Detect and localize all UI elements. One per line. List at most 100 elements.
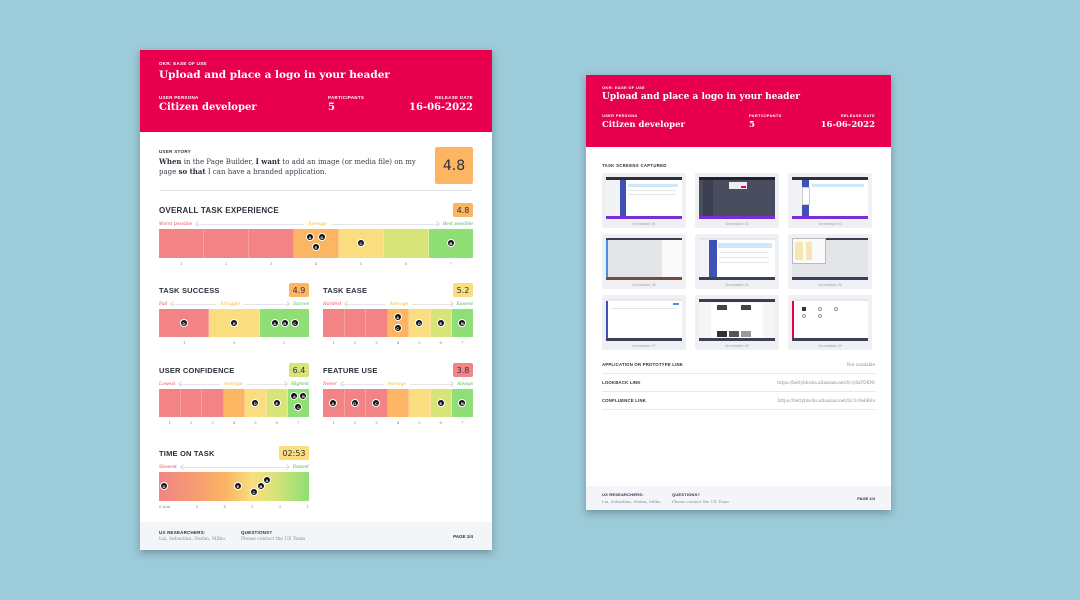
bar-segment: D (159, 309, 210, 337)
tick: 2 (353, 420, 357, 425)
tick: 5 (195, 504, 199, 509)
metric-task-success: TASK SUCCESS 4.9 Fail Struggle Succes D … (159, 283, 309, 345)
scale-arrow-left (340, 383, 384, 385)
scale-arrow-left (196, 223, 305, 225)
scale-arrow-left (345, 303, 386, 305)
screenshot-caption: Screenshot 05 (725, 283, 749, 287)
report-page-1: OKR: EASE OF USE Upload and place a logo… (140, 50, 492, 550)
screenshot-thumbnail[interactable]: Screenshot 07 (602, 295, 686, 350)
bar-segment (159, 389, 181, 417)
bar-segment: B (452, 389, 474, 417)
tick: 1 (168, 420, 171, 425)
screenshot-caption: Screenshot 01 (632, 222, 656, 226)
scale-high-label: Succes (293, 301, 310, 307)
tick: 6 (439, 340, 443, 345)
screenshot-image (699, 238, 775, 280)
screenshot-thumbnail[interactable]: Screenshot 05 (695, 234, 779, 289)
tick: 6 (404, 261, 407, 266)
participants-label: PARTICIPANTS (328, 95, 365, 100)
page-header: OKR: EASE OF USE Upload and place a logo… (140, 50, 492, 132)
screenshot-grid: Screenshot 01 Screenshot 02 (602, 173, 875, 350)
participant-marker-b: B (299, 392, 308, 400)
metric-score: 5.2 (453, 283, 473, 297)
persona-label: USER PERSONA (159, 95, 199, 100)
tick: 5 (418, 340, 421, 345)
scale-arrow-right (246, 383, 288, 385)
axis-ticks: 1 2 3 4 5 6 7 (159, 420, 309, 425)
tick: 1 (332, 340, 335, 345)
score-bar: A D C E B (323, 389, 474, 417)
screenshot-image (699, 299, 775, 341)
screenshot-thumbnail[interactable]: Screenshot 09 (788, 295, 872, 350)
participant-marker-a: A (306, 233, 314, 241)
scale-high-label: Best possible (442, 221, 474, 227)
tick: 5 (359, 261, 363, 266)
screenshot-thumbnail[interactable]: Screenshot 08 (695, 295, 779, 350)
page-number: PAGE 1/4 (453, 533, 473, 539)
bar-segment (202, 389, 224, 417)
scale-arrow-left (171, 303, 217, 305)
tick: 1 (306, 504, 309, 509)
screenshot-image (792, 238, 868, 280)
screenshot-image (699, 177, 775, 219)
tick: 0 (232, 340, 236, 345)
okr-label: OKR: EASE OF USE (159, 61, 207, 66)
participants-block: PARTICIPANTS 5 (749, 113, 782, 130)
screenshot-caption: Screenshot 03 (818, 222, 842, 226)
tick: 2 (225, 261, 228, 266)
persona-block: USER PERSONA Citizen developer (602, 113, 685, 130)
report-page-2: OKR: EASE OF USE Upload and place a logo… (586, 75, 891, 510)
score-bar: A D E C B (159, 229, 473, 258)
user-story-label: USER STORY (159, 149, 192, 154)
participant-marker-e: E (272, 399, 281, 407)
scale-arrow-left (179, 383, 220, 385)
participant-marker-d: D (415, 319, 424, 327)
participant-marker-a: A (329, 399, 337, 407)
tick: 3 (375, 420, 378, 425)
score-bar: A C D E B (323, 309, 474, 337)
participant-marker-c: C (393, 324, 402, 332)
screenshot-thumbnail[interactable]: Screenshot 03 (788, 173, 872, 228)
metric-user-confidence: USER CONFIDENCE 6.4 Lowest Average Highe… (159, 363, 310, 425)
scale-arrow-right (410, 383, 453, 385)
scale-high-label: Highest (291, 381, 309, 387)
release-block: RELEASE DATE 16-06-2022 (821, 113, 875, 130)
tick: 3 (375, 340, 378, 345)
metric-title: TASK SUCCESS (159, 285, 220, 295)
participant-marker-d: D (180, 319, 188, 327)
participant-marker-b: B (257, 482, 265, 490)
bar-segment: A (323, 389, 345, 417)
screenshot-thumbnail[interactable]: Screenshot 01 (602, 173, 686, 228)
tick: 4 (314, 261, 318, 266)
screenshot-caption: Screenshot 02 (725, 222, 749, 226)
screenshot-image (792, 299, 868, 341)
tick: 5 (418, 420, 421, 425)
bar-segment (180, 389, 203, 417)
researchers-value: Lai, Sebastian, Stefan, Milko (602, 499, 661, 504)
release-label: RELEASE DATE (434, 95, 473, 100)
metric-overall-task-experience: OVERALL TASK EXPERIENCE 4.8 Worst possib… (159, 203, 473, 266)
story-so-that: so that (178, 167, 206, 176)
lookback-link[interactable]: https://bettyblocks.atlassian.net/l/c/y8… (777, 380, 875, 385)
confluence-link[interactable]: https://bettyblocks.atlassian.net/l/c/1c… (778, 398, 875, 403)
screenshot-thumbnail[interactable]: Screenshot 04 (602, 234, 686, 289)
questions-block: QUESTIONS? Please contact the UX Team (241, 530, 305, 542)
page-title: Upload and place a logo in your header (159, 69, 390, 81)
metric-score: 3.8 (453, 363, 473, 377)
page-title: Upload and place a logo in your header (602, 92, 800, 102)
tick: 1 (180, 261, 183, 266)
release-block: RELEASE DATE 16-06-2022 (409, 95, 473, 113)
participant-marker-b: B (280, 319, 289, 327)
screenshot-thumbnail[interactable]: Screenshot 06 (788, 234, 872, 289)
bar-segment (323, 309, 345, 337)
researchers-label: UX RESEARCHERS: (159, 530, 206, 535)
researchers-label: UX RESEARCHERS: (602, 492, 644, 497)
screenshot-thumbnail[interactable]: Screenshot 02 (695, 173, 779, 228)
tick: 4 (396, 340, 400, 345)
tick: 3 (211, 420, 214, 425)
scale-low-label: Slowest (159, 464, 177, 470)
scale-arrow (180, 466, 289, 468)
tick: 3 (269, 261, 273, 266)
metric-title: FEATURE USE (323, 365, 378, 375)
task-screens-label: TASK SCREENS CAPTURED (602, 163, 667, 168)
